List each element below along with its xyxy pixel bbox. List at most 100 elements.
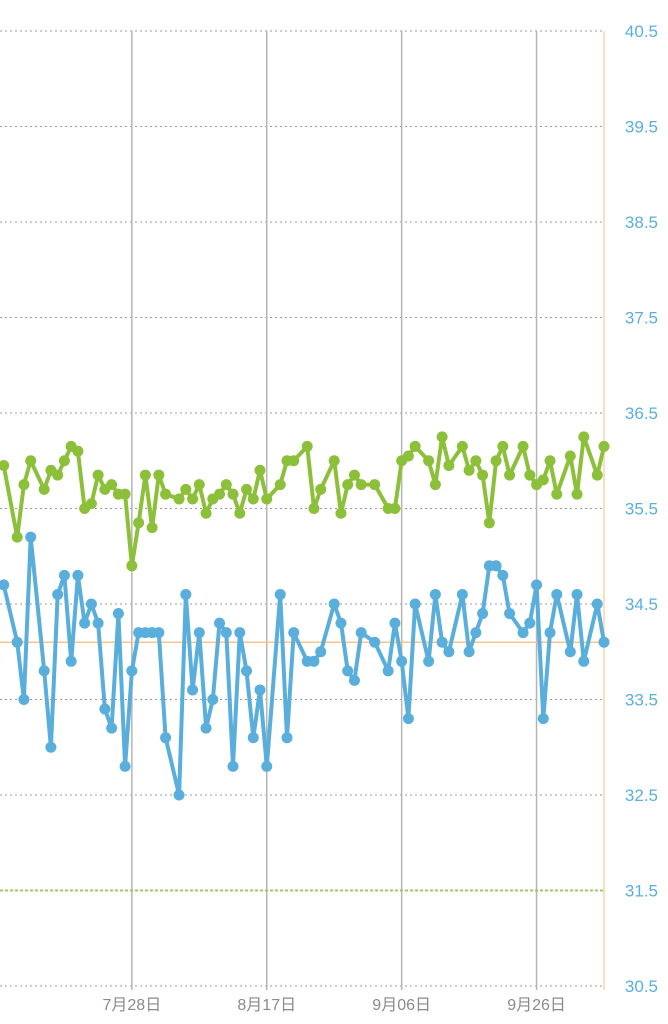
- blue-data-point: [247, 732, 259, 744]
- blue-data-point: [281, 732, 293, 744]
- blue-data-point: [153, 627, 165, 639]
- green-data-point: [52, 469, 64, 481]
- y-tick-label: 38.5: [625, 213, 658, 232]
- green-data-point: [504, 469, 516, 481]
- y-tick-label: 35.5: [625, 500, 658, 519]
- green-data-point: [133, 517, 145, 529]
- y-tick-label: 33.5: [625, 691, 658, 710]
- blue-data-point: [369, 636, 381, 648]
- y-tick-label: 34.5: [625, 595, 658, 614]
- x-tick-label: 8月17日: [237, 997, 296, 1014]
- blue-data-point: [254, 684, 266, 696]
- green-data-point: [214, 488, 226, 500]
- blue-data-point: [591, 598, 603, 610]
- blue-data-point: [470, 627, 482, 639]
- green-data-point: [173, 493, 185, 505]
- blue-data-point: [160, 732, 172, 744]
- blue-data-point: [429, 588, 441, 600]
- green-data-point: [227, 488, 239, 500]
- green-data-point: [180, 483, 192, 495]
- blue-data-point: [126, 665, 138, 677]
- blue-data-point: [0, 579, 10, 591]
- green-data-point: [274, 479, 286, 491]
- blue-data-point: [79, 617, 91, 629]
- green-data-point: [551, 488, 563, 500]
- green-data-point: [443, 460, 455, 472]
- blue-data-point: [52, 588, 64, 600]
- blue-data-point: [187, 684, 199, 696]
- blue-data-point: [571, 588, 583, 600]
- green-data-point: [436, 431, 448, 443]
- blue-data-point: [227, 760, 239, 772]
- y-tick-label: 37.5: [625, 309, 658, 328]
- green-data-point: [497, 440, 509, 452]
- blue-data-point: [342, 665, 354, 677]
- blue-data-point: [402, 713, 414, 725]
- green-data-point: [25, 455, 37, 467]
- green-data-point: [578, 431, 590, 443]
- blue-data-point: [477, 608, 489, 620]
- blue-data-point: [18, 694, 30, 705]
- green-data-point: [18, 479, 30, 491]
- blue-data-point: [355, 627, 367, 639]
- green-data-point: [409, 440, 421, 452]
- green-data-point: [254, 464, 266, 476]
- blue-data-point: [92, 617, 104, 629]
- green-data-point: [193, 479, 205, 491]
- green-data-point: [247, 493, 259, 505]
- y-tick-label: 31.5: [625, 882, 658, 901]
- blue-data-point: [119, 760, 131, 772]
- green-data-point: [146, 522, 158, 534]
- green-data-point: [483, 517, 495, 529]
- blue-data-point: [551, 588, 563, 600]
- y-tick-label: 39.5: [625, 118, 658, 137]
- green-data-point: [0, 460, 10, 472]
- green-data-point: [348, 469, 360, 481]
- green-data-point: [160, 488, 172, 500]
- blue-data-point: [261, 760, 273, 772]
- green-data-point: [261, 493, 273, 505]
- green-data-point: [470, 455, 482, 467]
- blue-data-point: [220, 627, 232, 639]
- blue-data-point: [537, 713, 549, 725]
- green-data-point: [301, 440, 313, 452]
- blue-data-point: [544, 627, 556, 639]
- green-data-point: [315, 483, 327, 495]
- green-data-point: [234, 507, 246, 519]
- blue-data-point: [38, 665, 50, 677]
- blue-data-point: [578, 655, 590, 667]
- blue-data-point: [315, 646, 327, 658]
- y-tick-label: 30.5: [625, 977, 658, 996]
- blue-data-point: [11, 636, 23, 648]
- blue-data-point: [200, 722, 212, 734]
- y-tick-label: 36.5: [625, 404, 658, 423]
- blue-data-point: [193, 627, 205, 639]
- blue-data-point: [598, 636, 610, 648]
- green-data-point: [200, 507, 212, 519]
- blue-data-point: [396, 655, 408, 667]
- green-data-point: [369, 479, 381, 491]
- blue-data-point: [423, 655, 435, 667]
- green-data-point: [463, 464, 475, 476]
- blue-data-point: [173, 789, 185, 801]
- green-data-point: [389, 503, 401, 514]
- green-data-point: [85, 498, 97, 510]
- blue-data-point: [497, 569, 509, 581]
- blue-data-point: [106, 722, 118, 734]
- green-data-point: [490, 455, 502, 467]
- blue-data-point: [564, 646, 576, 658]
- green-data-point: [571, 488, 583, 500]
- green-data-point: [328, 455, 340, 467]
- blue-data-point: [65, 655, 77, 667]
- blue-data-point: [85, 598, 97, 610]
- green-data-point: [38, 483, 50, 495]
- green-data-point: [342, 479, 354, 491]
- x-tick-label: 7月28日: [103, 997, 162, 1014]
- x-tick-label: 9月26日: [507, 997, 566, 1014]
- green-data-point: [308, 503, 320, 514]
- blue-data-point: [436, 636, 448, 648]
- green-data-point: [119, 488, 131, 500]
- green-data-point: [92, 469, 104, 481]
- blue-data-point: [490, 560, 502, 572]
